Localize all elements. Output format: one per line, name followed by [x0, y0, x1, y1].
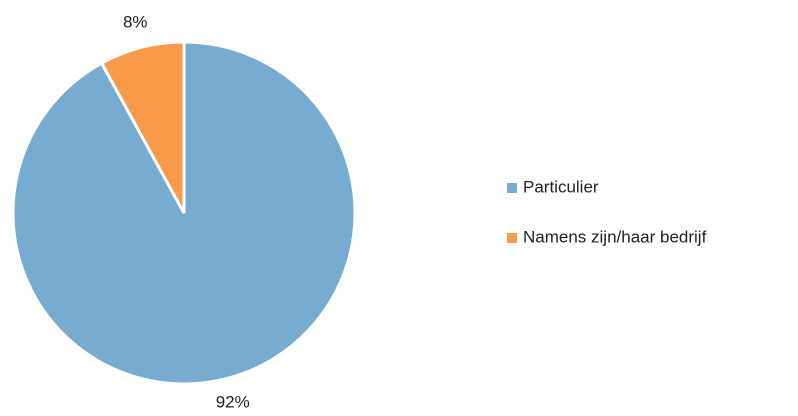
data-label: 8%	[123, 13, 148, 32]
data-label: 92%	[216, 392, 250, 411]
pie-slice	[11, 40, 357, 386]
pie-slice	[99, 40, 186, 214]
legend-swatch	[507, 233, 517, 243]
legend-label: Particulier	[523, 177, 599, 196]
legend-label: Namens zijn/haar bedrijf	[523, 227, 707, 246]
legend-swatch	[507, 183, 517, 193]
